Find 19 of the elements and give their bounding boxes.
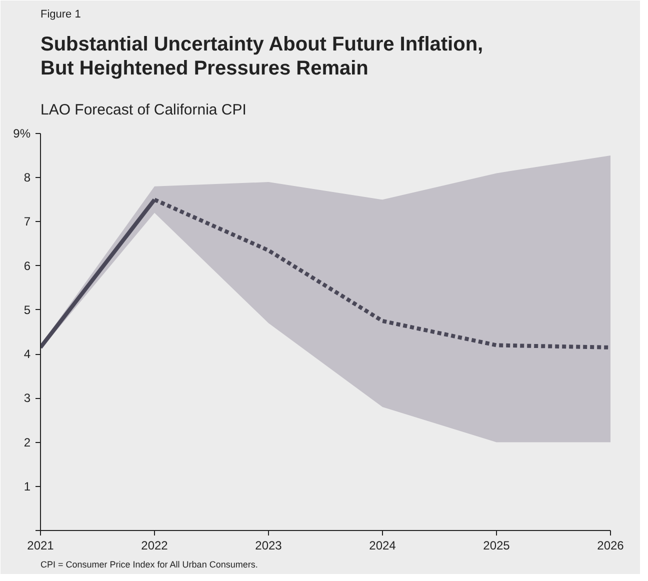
text: CPI = Consumer Price Index for All Urban Consumers. <box>40 560 258 570</box>
y-tick-label: 1 <box>24 479 31 494</box>
chart-subtitle: LAO Forecast of California CPI <box>40 102 246 118</box>
y-tick-label: 6 <box>24 258 31 273</box>
x-tick-label: 2021 <box>27 538 54 552</box>
y-tick-label: 9% <box>13 126 31 140</box>
caption: Figure 1 <box>40 8 81 20</box>
y-tick-label: 4 <box>24 347 31 362</box>
y-tick-label: 5 <box>24 302 31 317</box>
y-tick-label: 2 <box>24 435 31 450</box>
y-tick-label: 8 <box>24 170 31 185</box>
y-tick-label: 7 <box>24 214 31 229</box>
x-tick-label: 2024 <box>369 538 396 552</box>
x-tick-label: 2022 <box>141 538 168 552</box>
x-tick-label: 2025 <box>483 538 510 552</box>
y-tick-label: 3 <box>24 391 31 406</box>
x-tick-label: 2023 <box>255 538 282 552</box>
x-tick-label: 2026 <box>597 538 624 552</box>
chart-title: Substantial Uncertainty About Future Inflation, But Heightened Pressures Remain <box>40 33 484 80</box>
